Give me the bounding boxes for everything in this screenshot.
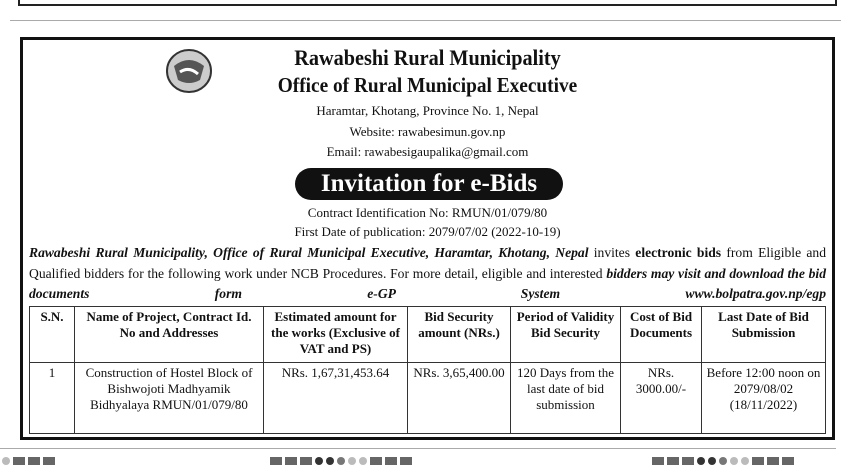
col-header: Last Date of Bid Submission [701,306,826,363]
para-office: Rawabeshi Rural Municipality, Office of … [29,245,589,260]
bid-table: S.N. Name of Project, Contract Id. No an… [29,306,826,434]
col-header: Name of Project, Contract Id. No and Add… [74,306,264,363]
table-header-row: S.N. Name of Project, Contract Id. No an… [29,306,826,363]
para-egp-link: bidders may visit and download the bid d… [29,265,826,302]
nepal-emblem-logo [166,49,212,93]
para-text: invites [588,245,636,260]
divider [0,448,836,449]
email: Email: rawabesigaupalika@gmail.com [326,144,529,159]
para-bold: electronic bids [635,245,722,260]
publication-date: First Date of publication: 2079/07/02 (2… [294,224,561,239]
col-header: Cost of Bid Documents [620,306,702,363]
cell-cost: NRs. 3000.00/- [620,362,702,434]
cell-validity: 120 Days from the last date of bid submi… [510,362,621,434]
table-row: 1 Construction of Hostel Block of Bishwo… [29,362,826,434]
col-header: Period of Validity Bid Security [510,306,621,363]
notice-heading: Invitation for e-Bids [295,168,563,200]
cell-estimate: NRs. 1,67,31,453.64 [263,362,408,434]
cell-project: Construction of Hostel Block of Bishwojo… [74,362,264,434]
col-header: S.N. [29,306,75,363]
ad-box: Rawabeshi Rural Municipality Office of R… [20,37,835,440]
cell-bid-security: NRs. 3,65,400.00 [407,362,511,434]
municipality-title: Rawabeshi Rural Municipality [294,45,561,70]
contract-id: Contract Identification No: RMUN/01/079/… [307,205,548,220]
address: Haramtar, Khotang, Province No. 1, Nepal [316,103,539,118]
para-text: from Eligible and Qualified bidders for … [29,245,827,281]
decorative-dots [270,456,412,465]
decorative-dots [2,456,55,465]
cell-sn: 1 [29,362,75,434]
office-subtitle: Office of Rural Municipal Executive [277,73,578,97]
col-header: Estimated amount for the works (Exclusiv… [263,306,408,363]
website: Website: rawabesimun.gov.np [349,124,506,139]
notice-paragraph: Rawabeshi Rural Municipality, Office of … [29,243,826,305]
previous-ad-border [18,0,837,6]
col-header: Bid Security amount (NRs.) [407,306,511,363]
divider [10,20,841,21]
decorative-dots [652,456,794,465]
cell-deadline: Before 12:00 noon on 2079/08/02 (18/11/2… [701,362,826,434]
